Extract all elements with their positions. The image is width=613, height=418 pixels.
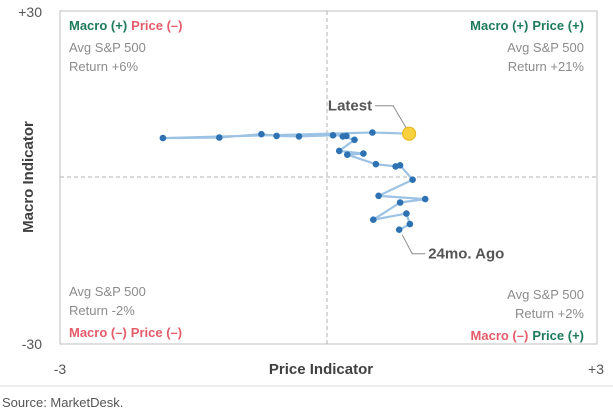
data-point: [406, 220, 414, 228]
data-point: [343, 132, 350, 140]
data-point: [216, 134, 223, 141]
data-point: [344, 151, 351, 158]
data-point: [395, 226, 403, 233]
quadrant-top-right-title: Macro (+) Price (+): [470, 18, 584, 33]
oldest-label: 24mo. Ago: [428, 246, 504, 263]
quadrant-bottom-right-return: Return +2%: [515, 306, 584, 321]
data-point: [360, 150, 367, 157]
x-tick-right: +3: [588, 361, 604, 377]
quadrant-top-right-avg: Avg S&P 500: [507, 40, 584, 55]
data-point: [258, 130, 265, 138]
y-axis-label: Macro Indicator: [20, 121, 37, 233]
quadrant-top-right-return: Return +21%: [508, 59, 585, 74]
quadrant-bottom-left-avg: Avg S&P 500: [69, 284, 146, 299]
quadrant-bottom-right-avg: Avg S&P 500: [507, 287, 584, 302]
data-point: [351, 136, 358, 144]
data-point: [403, 210, 410, 217]
series-path-line: [161, 131, 427, 231]
y-tick-top: +30: [18, 4, 42, 20]
x-axis-label: Price Indicator: [269, 361, 373, 378]
data-point: [335, 147, 343, 155]
data-point: [372, 160, 380, 168]
data-point: [396, 199, 404, 206]
quadrant-bottom-left-title: Macro (–) Price (–): [69, 325, 182, 340]
quadrant-top-left-return: Return +6%: [69, 59, 138, 74]
series-layer: [159, 126, 429, 233]
source-note: Source: MarketDesk.: [2, 395, 123, 410]
latest-data-point: [402, 126, 417, 141]
data-point: [159, 134, 167, 142]
latest-label: Latest: [328, 98, 372, 115]
data-point: [421, 195, 429, 203]
data-point: [409, 176, 416, 183]
oldest-leader-line: [401, 234, 426, 255]
data-point: [295, 133, 303, 140]
x-tick-left: -3: [54, 361, 67, 377]
data-point: [375, 192, 382, 200]
quadrant-bottom-left-return: Return -2%: [69, 303, 135, 318]
quadrant-top-left-title: Macro (+) Price (–): [69, 18, 182, 33]
latest-leader-line: [375, 105, 407, 128]
quadrant-top-left-avg: Avg S&P 500: [69, 40, 146, 55]
data-point: [369, 129, 376, 136]
quadrant-bottom-right-title: Macro (–) Price (+): [471, 328, 584, 343]
annotation-layer: Latest 24mo. Ago: [328, 98, 504, 263]
data-point: [329, 132, 337, 139]
data-point: [273, 132, 280, 140]
data-point: [392, 163, 399, 170]
y-tick-bottom: -30: [22, 336, 42, 352]
data-point: [370, 216, 377, 223]
